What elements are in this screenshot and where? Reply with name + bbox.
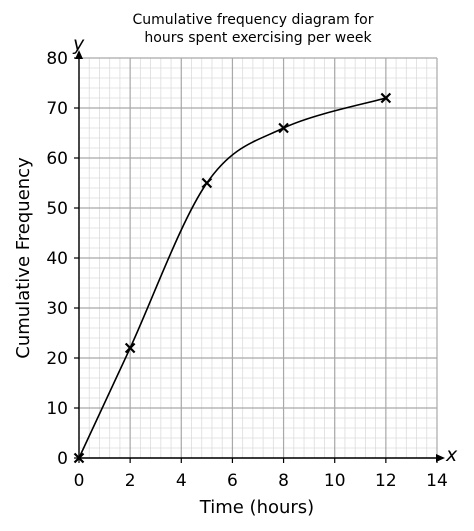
y-tick-label: 70 [46, 99, 68, 119]
chart-title-line-2: hours spent exercising per week [144, 30, 372, 46]
y-tick-label: 10 [46, 399, 68, 419]
y-tick-label: 20 [46, 349, 68, 369]
x-tick-label: 4 [176, 471, 187, 491]
y-axis-letter: y [72, 33, 85, 55]
y-tick-label: 80 [46, 49, 68, 69]
axes [74, 50, 445, 463]
data-point-markers [73, 92, 392, 464]
x-tick-label: 14 [426, 471, 448, 491]
chart-title: Cumulative frequency diagram for hours s… [133, 12, 374, 46]
y-tick-label: 0 [57, 449, 68, 469]
data-point-cross [380, 92, 392, 104]
x-tick-label: 12 [375, 471, 397, 491]
y-tick-label: 30 [46, 299, 68, 319]
chart-title-line-1: Cumulative frequency diagram for [133, 12, 374, 28]
x-tick-labels: 0 2 4 6 8 10 12 14 [74, 471, 448, 491]
x-tick-label: 6 [227, 471, 238, 491]
data-point-cross [201, 177, 213, 189]
y-tick-labels: 0 10 20 30 40 50 60 70 80 [46, 49, 68, 469]
y-axis-label: Cumulative Frequency [13, 157, 34, 359]
x-axis-arrow [436, 454, 445, 462]
data-point-cross [73, 452, 85, 464]
y-tick-label: 50 [46, 199, 68, 219]
y-tick-label: 40 [46, 249, 68, 269]
x-axis-letter: x [445, 444, 458, 466]
major-grid [78, 57, 438, 459]
x-tick-label: 2 [125, 471, 136, 491]
x-axis-label: Time (hours) [199, 497, 314, 518]
x-tick-label: 10 [324, 471, 346, 491]
y-tick-label: 60 [46, 149, 68, 169]
y-axis-arrow [75, 50, 83, 59]
data-point-cross [124, 342, 136, 354]
data-point-cross [278, 122, 289, 134]
x-tick-label: 8 [278, 471, 289, 491]
cumulative-frequency-curve [78, 97, 387, 459]
x-tick-label: 0 [74, 471, 85, 491]
